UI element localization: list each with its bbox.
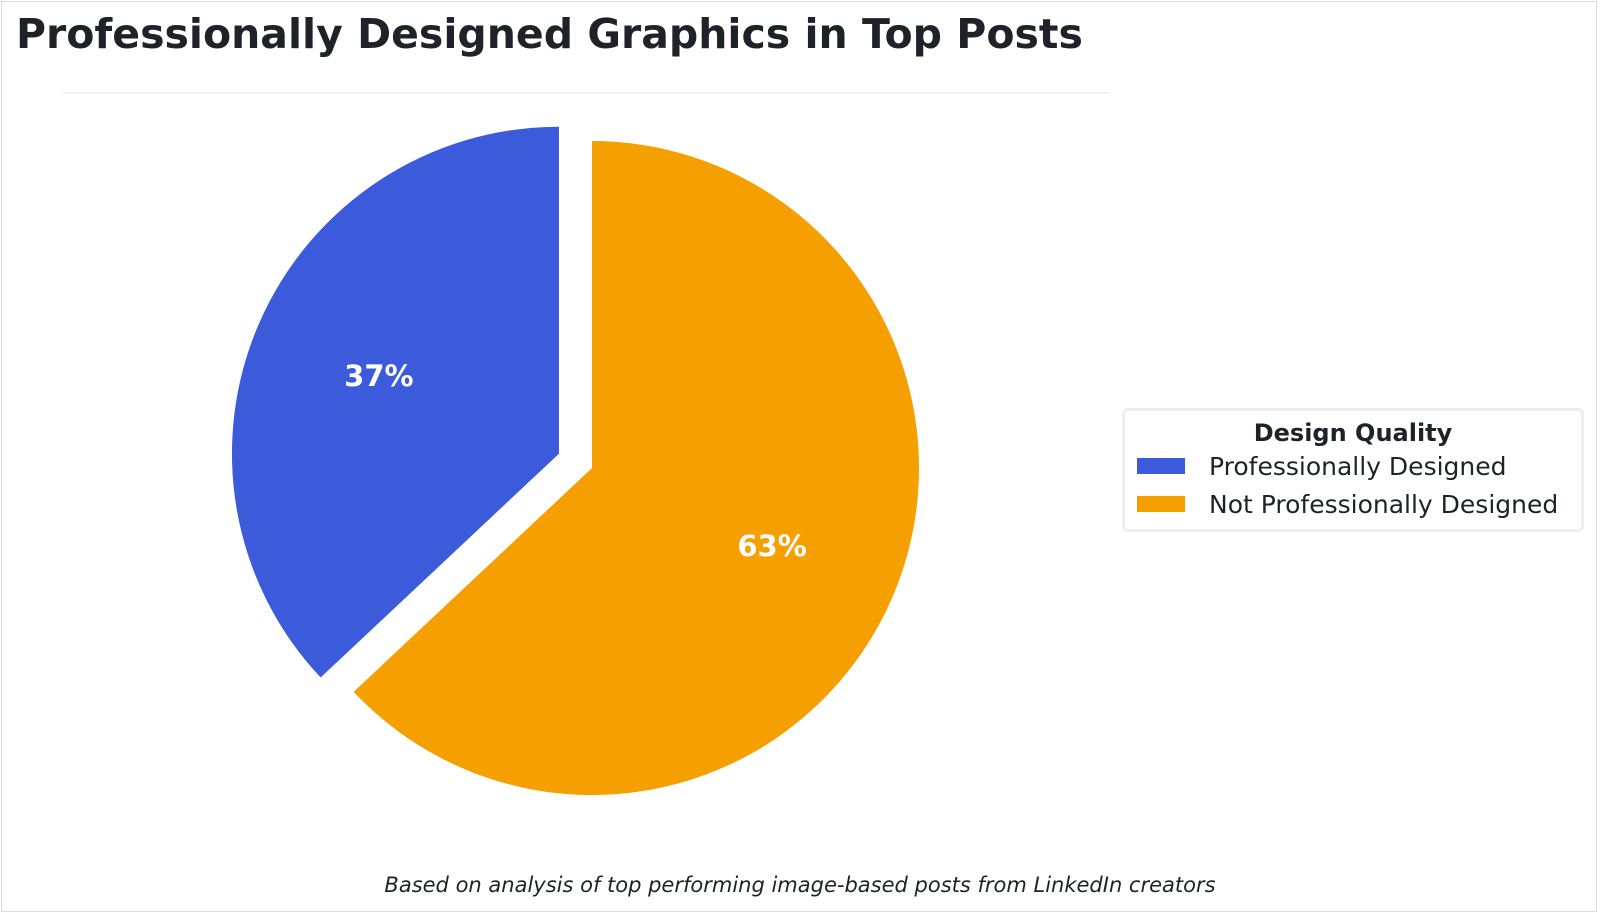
legend-label-not-professionally-designed: Not Professionally Designed [1209, 489, 1559, 519]
legend-label-professionally-designed: Professionally Designed [1209, 451, 1507, 481]
pie-label-not-professionally-designed: 63% [737, 529, 806, 563]
legend-title: Design Quality [1253, 419, 1453, 447]
pie-slice-professionally-designed [231, 126, 559, 678]
title-divider [63, 92, 1109, 94]
pie-slice-not-professionally-designed [353, 141, 920, 795]
legend-item-professionally-designed: Professionally Designed [1137, 451, 1507, 481]
chart-footnote: Based on analysis of top performing imag… [384, 873, 1216, 897]
legend: Design Quality Professionally Designed N… [1122, 408, 1584, 532]
pie-label-professionally-designed: 37% [344, 359, 413, 393]
legend-swatch-not-professionally-designed [1137, 496, 1185, 512]
legend-item-not-professionally-designed: Not Professionally Designed [1137, 489, 1558, 519]
chart-title: Professionally Designed Graphics in Top … [16, 10, 1083, 58]
legend-swatch-professionally-designed [1137, 458, 1185, 474]
